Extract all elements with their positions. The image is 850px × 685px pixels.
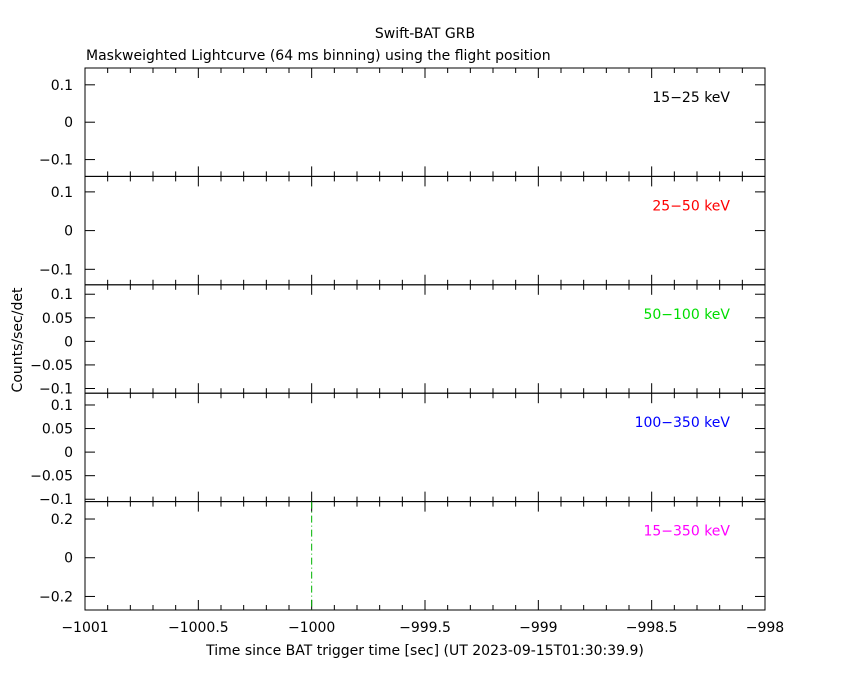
- y-tick-label: 0: [64, 334, 73, 350]
- panel-frame: [84, 284, 766, 394]
- chart-title: Swift-BAT GRB: [375, 26, 475, 42]
- band-label: 15−350 keV: [643, 524, 730, 540]
- y-tick-label: 0: [64, 224, 73, 240]
- panel-frame: [84, 392, 766, 503]
- y-tick-label: −0.1: [39, 381, 73, 397]
- x-tick-label: −1000: [288, 620, 335, 636]
- y-tick-label: 0.05: [42, 422, 73, 438]
- x-tick-label: −999: [519, 620, 557, 636]
- band-label: 50−100 keV: [643, 307, 730, 323]
- plot-area: 0.1 0 −0.1 15−25 keV 0.1 0 −0.1 25−50 keV 0.1 0.0…: [30, 67, 784, 636]
- y-axis-label: Counts/sec/det: [10, 287, 26, 392]
- y-tick-label: 0.1: [51, 78, 73, 94]
- band-label: 15−25 keV: [652, 90, 730, 106]
- panel-frame: [84, 501, 766, 611]
- x-tick-label: −998: [746, 620, 784, 636]
- panel-frame: [84, 67, 766, 177]
- y-tick-label: 0.1: [51, 185, 73, 201]
- y-tick-label: −0.2: [39, 589, 73, 605]
- panel-frame: [84, 175, 766, 286]
- y-tick-label: 0.1: [51, 287, 73, 303]
- band-label: 25−50 keV: [652, 198, 730, 214]
- y-tick-label: −0.1: [39, 492, 73, 508]
- y-tick-label: 0: [64, 115, 73, 131]
- x-axis-label: Time since BAT trigger time [sec] (UT 20…: [205, 643, 644, 659]
- x-tick-label: −998.5: [626, 620, 678, 636]
- x-tick-label: −1001: [61, 620, 108, 636]
- y-tick-label: 0.05: [42, 311, 73, 327]
- y-tick-label: 0: [64, 445, 73, 461]
- y-tick-label: −0.1: [39, 262, 73, 278]
- y-tick-label: −0.05: [30, 469, 73, 485]
- x-tick-label: −1000.5: [168, 620, 229, 636]
- band-label: 100−350 keV: [635, 415, 731, 431]
- y-tick-label: −0.1: [39, 153, 73, 169]
- y-tick-label: −0.05: [30, 358, 73, 374]
- y-tick-label: 0.1: [51, 398, 73, 414]
- x-tick-label: −999.5: [399, 620, 451, 636]
- y-tick-label: 0: [64, 551, 73, 567]
- chart-subtitle: Maskweighted Lightcurve (64 ms binning) …: [86, 48, 551, 64]
- y-tick-label: 0.2: [51, 512, 73, 528]
